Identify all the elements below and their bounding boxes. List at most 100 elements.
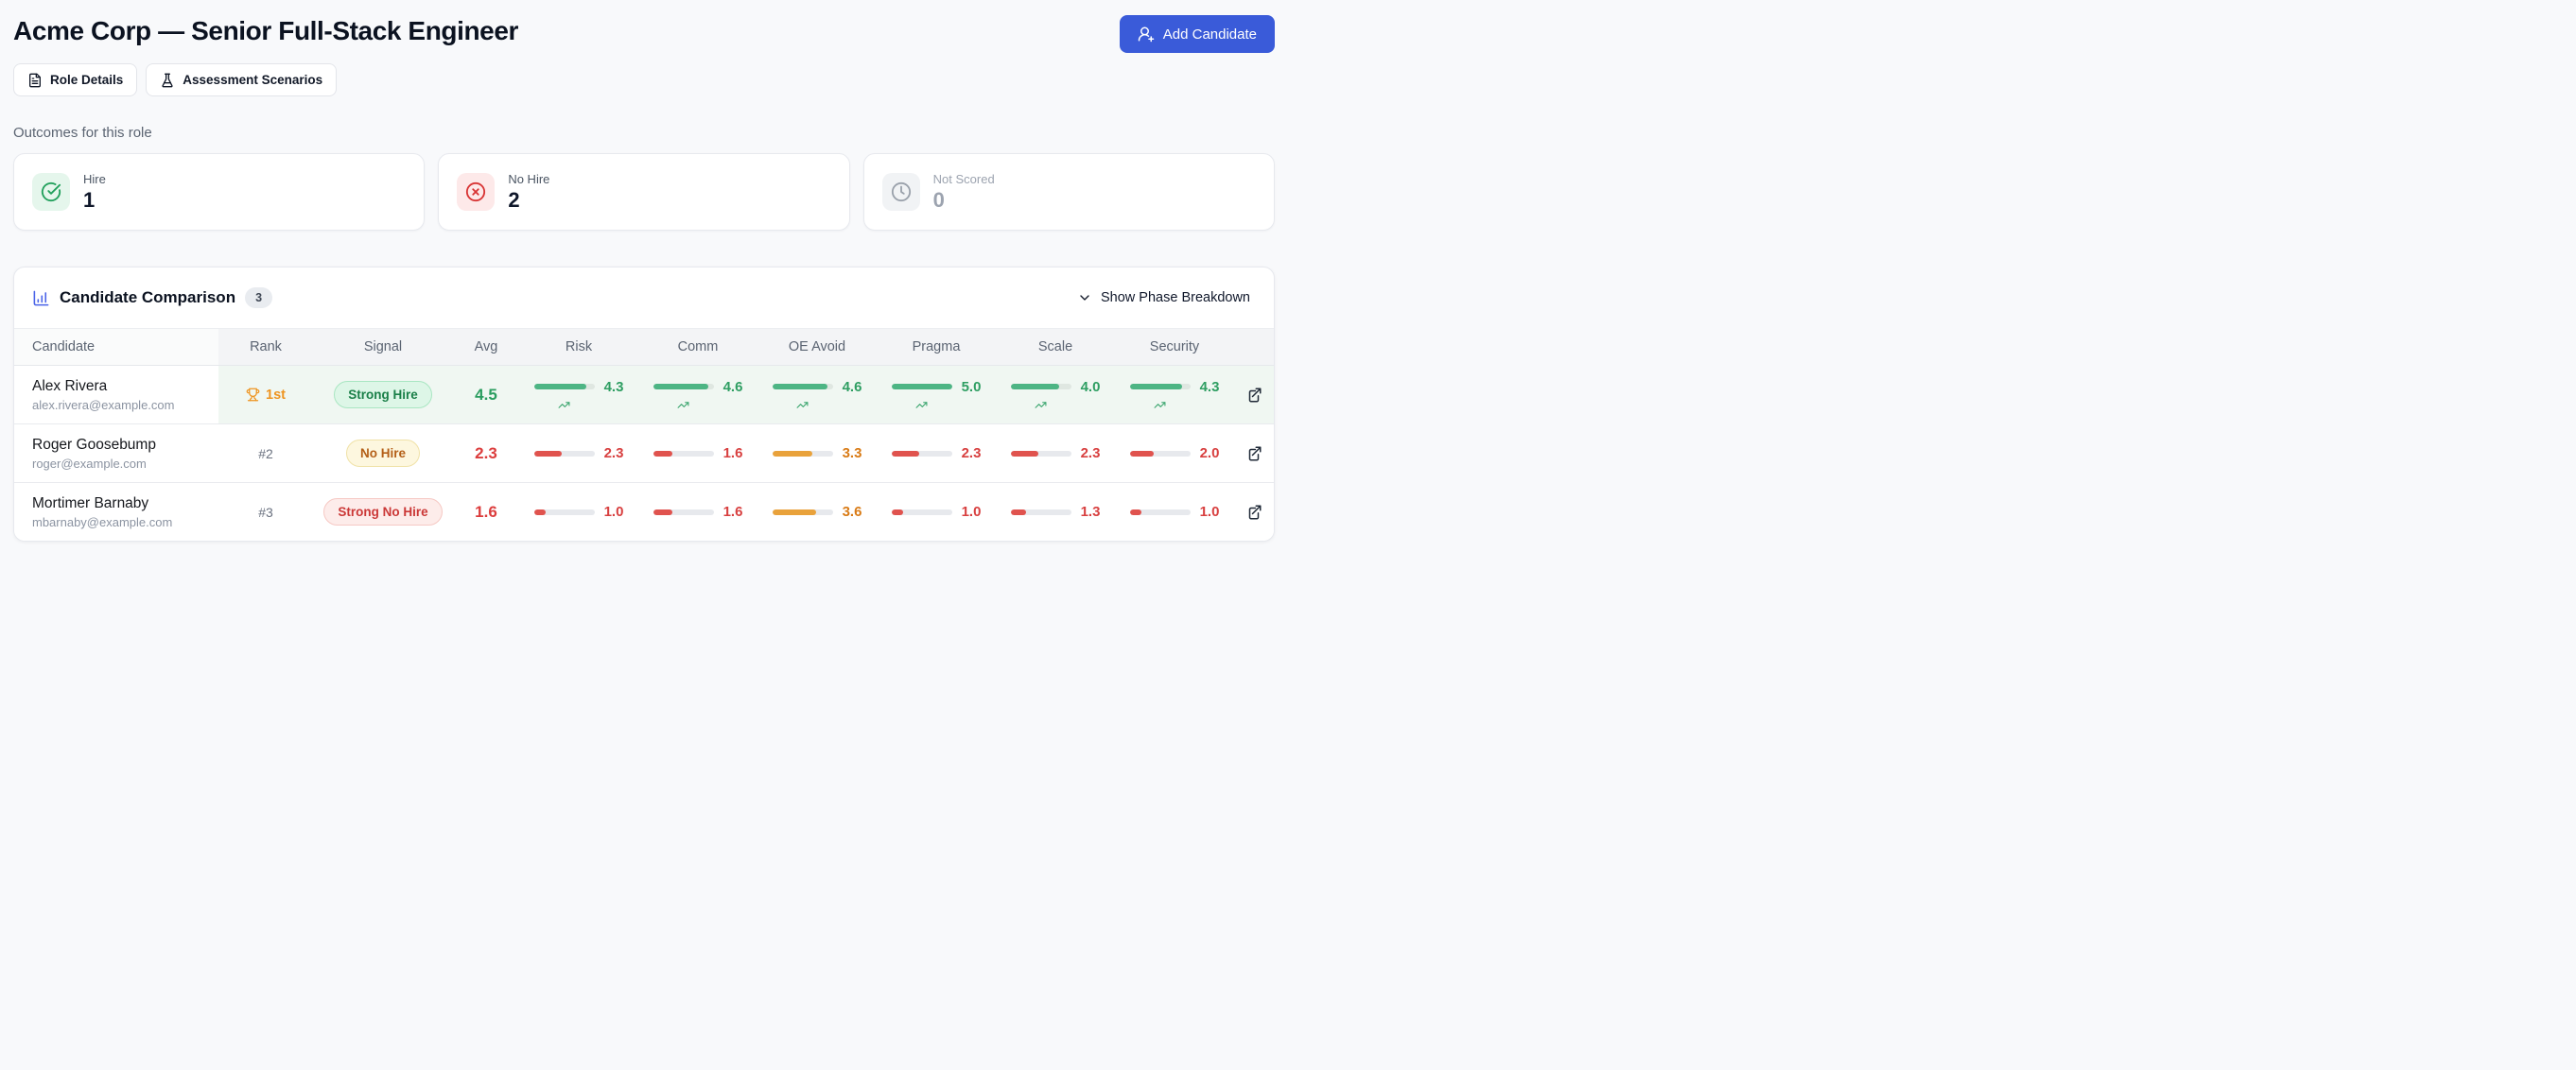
actions-cell	[1234, 483, 1274, 541]
metric-cell: 2.3	[996, 424, 1115, 482]
metric-cell: 1.6	[638, 424, 757, 482]
score-value: 1.0	[1199, 504, 1220, 520]
score-value: 4.6	[722, 378, 743, 395]
metric-cell: 1.3	[996, 483, 1115, 541]
signal-badge: Strong No Hire	[323, 498, 443, 526]
open-candidate-button[interactable]	[1242, 383, 1266, 407]
external-link-icon	[1245, 505, 1262, 524]
score-bar	[891, 450, 952, 457]
outcome-cards: Hire 1 No Hire 2 Not Scored 0	[13, 153, 1275, 231]
column-header: OE Avoid	[757, 329, 877, 365]
metric-cell: 3.6	[757, 483, 877, 541]
no-hire-count: 2	[508, 187, 520, 212]
score-value: 4.6	[842, 378, 862, 395]
table-row: Roger Goosebump roger@example.com #2 No …	[14, 424, 1274, 483]
score-value: 2.3	[1080, 445, 1101, 461]
page-header: Acme Corp — Senior Full-Stack Engineer A…	[13, 15, 1275, 53]
candidate-email: mbarnaby@example.com	[32, 514, 173, 529]
column-header: Rank	[218, 329, 313, 365]
metric-cell: 1.0	[519, 483, 638, 541]
candidate-name: Mortimer Barnaby	[32, 494, 149, 511]
column-header: Candidate	[14, 329, 218, 365]
score-value: 2.3	[961, 445, 982, 461]
rank-cell: 1st	[218, 366, 313, 423]
page-title: Acme Corp — Senior Full-Stack Engineer	[13, 16, 519, 45]
column-header: Avg	[453, 329, 519, 365]
external-link-icon	[1245, 446, 1262, 465]
score-bar	[772, 450, 833, 457]
tab-assessment-scenarios[interactable]: Assessment Scenarios	[146, 63, 338, 96]
score-bar	[891, 509, 952, 515]
candidate-cell: Alex Rivera alex.rivera@example.com	[14, 366, 218, 423]
nav-row: Role Details Assessment Scenarios	[13, 63, 1275, 96]
trending-up-icon	[1011, 399, 1071, 411]
column-header: Comm	[638, 329, 757, 365]
add-candidate-button[interactable]: Add Candidate	[1119, 15, 1275, 53]
signal-badge: No Hire	[345, 440, 420, 467]
bar-chart-icon	[32, 289, 50, 307]
score-bar	[533, 509, 595, 515]
score-value: 1.3	[1080, 504, 1101, 520]
signal-badge: Strong Hire	[334, 381, 432, 408]
metric-cell: 5.0	[877, 366, 996, 423]
score-value: 5.0	[961, 378, 982, 395]
score-bar	[1010, 384, 1071, 389]
score-bar	[533, 384, 595, 389]
not-scored-count: 0	[932, 187, 945, 212]
flask-icon	[160, 73, 175, 88]
table-row: Mortimer Barnaby mbarnaby@example.com #3…	[14, 483, 1274, 541]
column-header: Pragma	[877, 329, 996, 365]
candidate-email: roger@example.com	[32, 456, 147, 471]
actions-cell	[1234, 366, 1274, 423]
circle-check-icon	[32, 173, 70, 211]
external-link-icon	[1245, 388, 1262, 406]
metric-cell: 2.3	[877, 424, 996, 482]
metric-cell: 1.6	[638, 483, 757, 541]
score-bar	[1010, 450, 1071, 457]
tab-role-details[interactable]: Role Details	[13, 63, 138, 96]
metric-cell: 4.6	[638, 366, 757, 423]
score-value: 3.3	[842, 445, 862, 461]
comparison-title: Candidate Comparison	[60, 288, 236, 306]
candidate-name: Alex Rivera	[32, 377, 108, 394]
signal-cell: Strong No Hire	[313, 483, 453, 541]
outcomes-heading: Outcomes for this role	[13, 125, 152, 141]
column-header: Security	[1115, 329, 1234, 365]
trending-up-icon	[653, 399, 714, 411]
score-value: 4.3	[1199, 378, 1220, 395]
open-candidate-button[interactable]	[1242, 500, 1266, 525]
chevron-down-icon	[1077, 290, 1092, 305]
score-bar	[653, 384, 714, 389]
metric-cell: 3.3	[757, 424, 877, 482]
rank-cell: #2	[218, 424, 313, 482]
trending-up-icon	[534, 399, 595, 411]
open-candidate-button[interactable]	[1242, 441, 1266, 466]
score-value: 4.3	[603, 378, 624, 395]
score-value: 3.6	[842, 504, 862, 520]
candidate-cell: Mortimer Barnaby mbarnaby@example.com	[14, 483, 218, 541]
score-value: 2.0	[1199, 445, 1220, 461]
table-header-row: Candidate Rank Signal Avg Risk Comm OE Avoid Pr…	[14, 328, 1274, 366]
score-value: 1.0	[603, 504, 624, 520]
candidate-email: alex.rivera@example.com	[32, 397, 175, 412]
metric-cell: 4.0	[996, 366, 1115, 423]
avg-cell: 4.5	[453, 366, 519, 423]
candidate-count-badge: 3	[245, 287, 273, 308]
actions-cell	[1234, 424, 1274, 482]
avg-cell: 1.6	[453, 483, 519, 541]
show-phase-breakdown-toggle[interactable]: Show Phase Breakdown	[1071, 289, 1256, 306]
page: Acme Corp — Senior Full-Stack Engineer A…	[0, 0, 1288, 542]
score-bar	[772, 384, 833, 389]
score-bar	[533, 450, 595, 457]
outcome-card-no-hire: No Hire 2	[438, 153, 850, 231]
score-value: 1.6	[722, 445, 743, 461]
comparison-header: Candidate Comparison 3 Show Phase Breakd…	[14, 268, 1274, 328]
signal-cell: No Hire	[313, 424, 453, 482]
signal-cell: Strong Hire	[313, 366, 453, 423]
column-header: Signal	[313, 329, 453, 365]
metric-cell: 4.6	[757, 366, 877, 423]
score-bar	[772, 509, 833, 515]
user-plus-icon	[1138, 26, 1155, 43]
avg-score: 4.5	[475, 385, 497, 404]
trophy-icon	[246, 388, 260, 402]
